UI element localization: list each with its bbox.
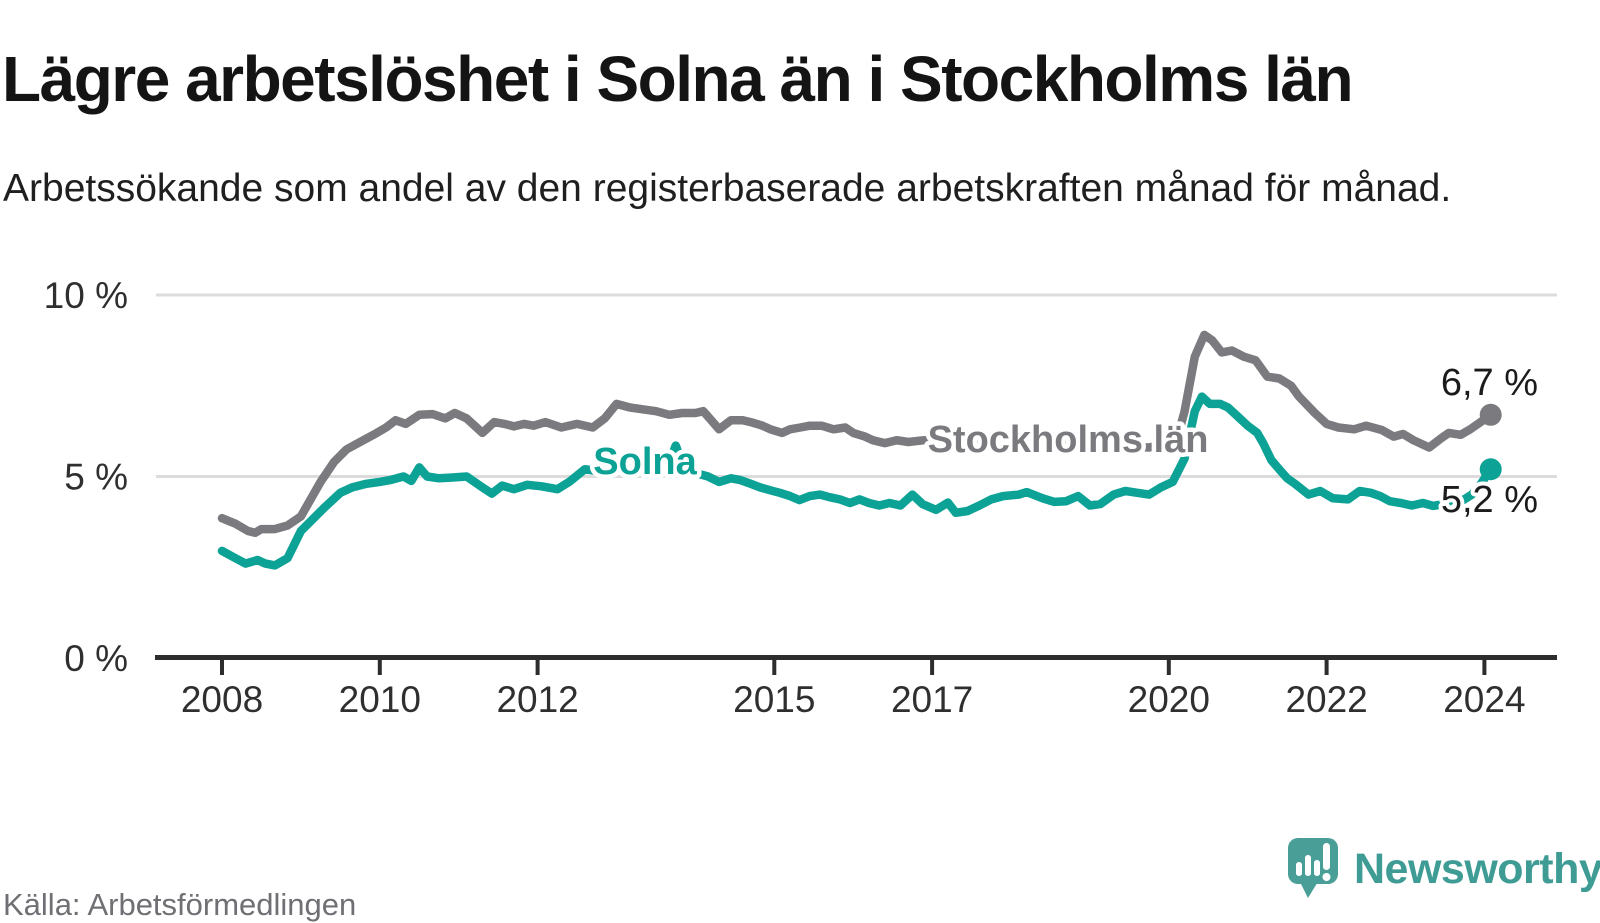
- x-tick-label-2012: 2012: [496, 679, 578, 720]
- page-title: Lägre arbetslöshet i Solna än i Stockhol…: [2, 42, 1354, 115]
- y-tick-label-10pct: 10 %: [44, 275, 128, 316]
- x-tick-label-2024: 2024: [1443, 679, 1525, 720]
- solna-line: [217, 392, 1495, 570]
- logo-bubble: [1288, 838, 1338, 884]
- stockholms-lan-series-label: Stockholms län: [928, 419, 1209, 461]
- solna-end-dot: [1479, 458, 1502, 481]
- x-tick-label-2022: 2022: [1285, 679, 1367, 720]
- x-tick-label-2017: 2017: [891, 679, 973, 720]
- newsworthy-logo-text: Newsworthy: [1354, 845, 1600, 893]
- stockholms-lan-line: [217, 330, 1495, 538]
- logo-bubble-tail: [1299, 880, 1319, 898]
- x-tick-label-2020: 2020: [1128, 679, 1210, 720]
- newsworthy-logo-mark: [1288, 838, 1338, 898]
- x-tick-label-2015: 2015: [733, 679, 815, 720]
- solna-series-label: Solna: [593, 441, 697, 483]
- stockholms-lan-end-dot: [1479, 403, 1502, 426]
- x-tick-label-2010: 2010: [339, 679, 421, 720]
- source-credit: Källa: Arbetsförmedlingen: [3, 887, 357, 922]
- x-tick-label-2008: 2008: [181, 679, 263, 720]
- y-tick-label-5pct: 5 %: [64, 457, 128, 498]
- logo-bars-icon: [1296, 843, 1331, 881]
- chart-subtitle: Arbetssökande som andel av den registerb…: [3, 167, 1452, 210]
- y-tick-label-0pct: 0 %: [64, 638, 128, 679]
- stockholms-lan-value-label: 6,7 %: [1441, 362, 1538, 404]
- solna-value-label: 5,2 %: [1441, 479, 1538, 521]
- infographic-page: { "title": "Lägre arbetslöshet i Solna ä…: [2, 42, 1600, 922]
- line-chart: 2008 2010 2012 2015 2017 2020 2022 2024 0 % 5 % 10…: [44, 275, 1557, 720]
- newsworthy-logo: Newsworthy: [1288, 838, 1600, 898]
